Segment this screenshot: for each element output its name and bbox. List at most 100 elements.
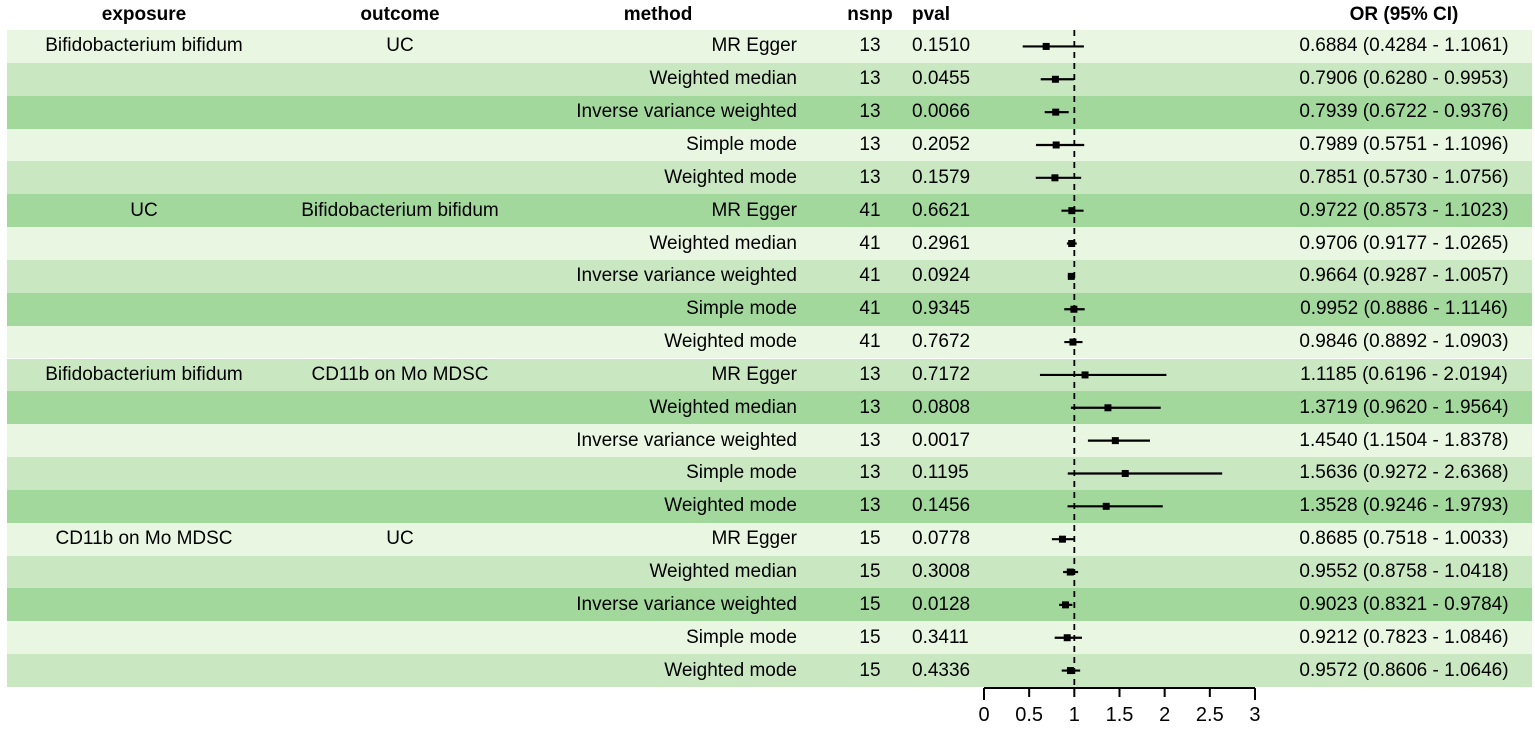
- cell-exposure: [7, 161, 281, 194]
- col-header-pval: pval: [912, 4, 951, 25]
- cell-method: MR Egger: [711, 35, 797, 57]
- table-row: Inverse variance weighted 13 0.0017 1.4540 …: [0, 424, 1535, 458]
- row-stripe: [7, 489, 1532, 523]
- table-row: Bifidobacterium bifidum CD11b on Mo MDSC M…: [0, 358, 1535, 392]
- table-row: Weighted mode 13 0.1579 0.7851 (0.5730 - 1.…: [0, 161, 1535, 195]
- table-row: Simple mode 15 0.3411 0.9212 (0.7823 - 1.08…: [0, 621, 1535, 655]
- cell-nsnp: 15: [859, 593, 881, 615]
- col-header-or-ci: OR (95% CI): [1349, 4, 1459, 25]
- cell-pval: 0.2961: [912, 232, 971, 254]
- table-row: Simple mode 13 0.1195 1.5636 (0.9272 - 2.63…: [0, 457, 1535, 490]
- cell-pval: 0.0808: [912, 396, 971, 418]
- cell-or-ci: 0.9952 (0.8886 - 1.1146): [1300, 298, 1508, 320]
- cell-outcome: UC: [386, 35, 414, 57]
- table-row: Bifidobacterium bifidum UC MR Egger 13 0.151…: [0, 30, 1535, 63]
- table-row: Weighted median 15 0.3008 0.9552 (0.8758 - …: [0, 555, 1535, 589]
- table-row: Weighted mode 13 0.1456 1.3528 (0.9246 - 1.…: [0, 489, 1535, 523]
- cell-method: Inverse variance weighted: [576, 265, 797, 287]
- cell-method: MR Egger: [711, 199, 797, 221]
- table-row: Weighted median 13 0.0455 0.7906 (0.6280 - …: [0, 62, 1535, 96]
- cell-exposure: [7, 556, 281, 589]
- axis-tick-label: 1: [1069, 704, 1080, 726]
- cell-or-ci: 0.7939 (0.6722 - 0.9376): [1299, 101, 1509, 123]
- cell-exposure: CD11b on Mo MDSC: [55, 528, 233, 550]
- cell-or-ci: 0.7851 (0.5730 - 1.0756): [1299, 166, 1509, 188]
- cell-or-ci: 0.9023 (0.8321 - 0.9784): [1299, 593, 1509, 615]
- cell-exposure: [7, 63, 281, 96]
- cell-nsnp: 41: [859, 298, 881, 320]
- cell-outcome: [281, 457, 519, 490]
- cell-outcome: [281, 161, 519, 194]
- cell-nsnp: 13: [859, 396, 881, 418]
- axis-tick-label: 1.5: [1106, 704, 1134, 726]
- cell-pval: 0.1456: [912, 495, 971, 517]
- cell-method: Weighted median: [649, 561, 797, 583]
- col-header-outcome: outcome: [360, 4, 440, 25]
- cell-or-ci: 0.9846 (0.8892 - 1.0903): [1299, 331, 1509, 353]
- cell-exposure: [7, 227, 281, 260]
- cell-nsnp: 13: [859, 35, 881, 57]
- cell-exposure: Bifidobacterium bifidum: [45, 363, 243, 385]
- cell-or-ci: 0.6884 (0.4284 - 1.1061): [1299, 35, 1509, 57]
- cell-method: Simple mode: [686, 133, 797, 155]
- cell-pval: 0.0778: [912, 528, 971, 550]
- cell-outcome: [281, 556, 519, 589]
- cell-method: Weighted median: [649, 396, 797, 418]
- cell-pval: 0.1579: [912, 166, 971, 188]
- cell-outcome: Bifidobacterium bifidum: [301, 199, 499, 221]
- cell-pval: 0.0017: [912, 429, 971, 451]
- table-row: UC Bifidobacterium bifidum MR Egger 41 0.662…: [0, 194, 1535, 228]
- row-stripe: [7, 654, 1532, 687]
- cell-method: Simple mode: [686, 626, 797, 648]
- cell-or-ci: 0.9552 (0.8758 - 1.0418): [1299, 561, 1509, 583]
- table-row: Inverse variance weighted 15 0.0128 0.9023 …: [0, 588, 1535, 622]
- row-stripe: [7, 325, 1532, 359]
- cell-exposure: [7, 96, 281, 129]
- row-stripe: [7, 292, 1532, 326]
- cell-nsnp: 13: [859, 166, 881, 188]
- cell-pval: 0.7672: [912, 331, 971, 353]
- row-stripe: [7, 555, 1532, 589]
- cell-method: Weighted mode: [664, 166, 797, 188]
- cell-or-ci: 0.8685 (0.7518 - 1.0033): [1299, 528, 1509, 550]
- row-stripe: [7, 391, 1532, 425]
- cell-outcome: [281, 260, 519, 293]
- cell-or-ci: 1.5636 (0.9272 - 2.6368): [1299, 462, 1509, 484]
- cell-exposure: [7, 424, 281, 457]
- axis-tick-label: 0.5: [1015, 704, 1043, 726]
- cell-method: Inverse variance weighted: [576, 429, 797, 451]
- cell-exposure: [7, 490, 281, 523]
- table-row: CD11b on Mo MDSC UC MR Egger 15 0.0778 0.8685…: [0, 522, 1535, 556]
- cell-nsnp: 13: [859, 101, 881, 123]
- cell-pval: 0.3411: [912, 626, 969, 648]
- table-row: Weighted mode 41 0.7672 0.9846 (0.8892 - 1.…: [0, 325, 1535, 359]
- cell-method: Inverse variance weighted: [576, 593, 797, 615]
- cell-pval: 0.7172: [912, 363, 971, 385]
- cell-outcome: [281, 227, 519, 260]
- cell-method: Weighted median: [649, 68, 797, 90]
- cell-or-ci: 0.9572 (0.8606 - 1.0646): [1299, 659, 1509, 681]
- cell-or-ci: 1.3528 (0.9246 - 1.9793): [1299, 495, 1509, 517]
- cell-method: MR Egger: [711, 363, 797, 385]
- cell-nsnp: 13: [859, 363, 881, 385]
- cell-nsnp: 41: [859, 232, 881, 254]
- cell-nsnp: 41: [859, 331, 881, 353]
- col-header-exposure: exposure: [101, 4, 187, 25]
- row-stripe: [7, 259, 1532, 293]
- cell-pval: 0.0066: [912, 101, 971, 123]
- cell-method: Inverse variance weighted: [576, 101, 797, 123]
- cell-pval: 0.1195: [912, 462, 969, 484]
- table-row: Simple mode 13 0.2052 0.7989 (0.5751 - 1.10…: [0, 128, 1535, 162]
- cell-nsnp: 13: [859, 429, 881, 451]
- cell-exposure: [7, 588, 281, 621]
- cell-outcome: [281, 490, 519, 523]
- axis-tick-label: 0: [978, 704, 989, 726]
- cell-outcome: [281, 326, 519, 359]
- cell-exposure: [7, 129, 281, 162]
- cell-exposure: [7, 621, 281, 654]
- row-stripe: [7, 621, 1532, 655]
- table-row: Weighted mode 15 0.4336 0.9572 (0.8606 - 1.…: [0, 654, 1535, 687]
- row-stripe: [7, 588, 1532, 622]
- cell-method: Weighted mode: [664, 331, 797, 353]
- axis-tick-label: 2.5: [1196, 704, 1224, 726]
